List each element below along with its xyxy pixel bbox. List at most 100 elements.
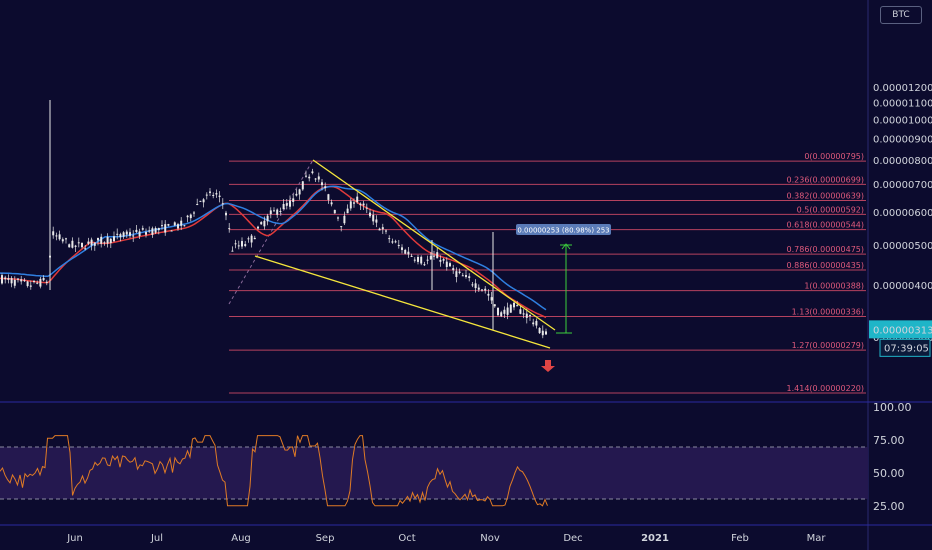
candle-body <box>135 229 138 233</box>
fib-label: 1.13(0.00000336) <box>792 308 864 317</box>
rsi-axis: 100.00 75.00 50.00 25.00 <box>873 401 912 513</box>
candle-body <box>349 201 352 209</box>
time-tick-label: Jun <box>66 533 83 544</box>
candle-body <box>545 331 547 335</box>
time-tick-label: Aug <box>231 533 251 544</box>
candle-body <box>305 175 307 177</box>
candle-body <box>205 194 208 196</box>
candle-body <box>10 278 13 284</box>
candle-body <box>343 215 346 224</box>
last-price-label: 0.00000313 <box>873 325 932 336</box>
fib-label: 0(0.00000795) <box>804 152 864 161</box>
candle-body <box>234 243 237 245</box>
candle-body <box>442 259 445 261</box>
candle-body <box>481 289 483 291</box>
candle-body <box>61 239 64 242</box>
candle-body <box>81 242 83 248</box>
last-price-tag <box>869 320 932 339</box>
rsi-tick-label: 75.00 <box>873 434 905 447</box>
candle-body <box>487 293 490 296</box>
candle-body <box>519 309 522 314</box>
candle-body <box>119 234 122 238</box>
candle-body <box>4 277 7 280</box>
symbol-badge[interactable]: BTC <box>880 6 922 24</box>
candle-body <box>154 227 157 233</box>
price-tick-label: 0.00000500 <box>873 241 932 252</box>
fib-trend-line <box>228 159 314 305</box>
candle-body <box>129 232 131 236</box>
candle-body <box>269 210 272 215</box>
candle-body <box>449 263 451 267</box>
fib-label: 0.618(0.00000544) <box>787 221 865 230</box>
candle-body <box>84 248 87 250</box>
candle-body <box>199 200 202 202</box>
candle-body <box>253 237 256 240</box>
candle-body <box>381 227 384 230</box>
candle-body <box>7 277 10 280</box>
candle-body <box>375 219 378 223</box>
candle-body <box>477 287 480 290</box>
candle-body <box>484 288 487 291</box>
rsi-tick-label: 100.00 <box>873 401 912 414</box>
countdown-tag <box>879 338 931 357</box>
candle-body <box>157 228 160 231</box>
candle-body <box>452 268 455 271</box>
candle-body <box>401 247 403 250</box>
candle-body <box>260 222 263 225</box>
candle-body <box>186 215 189 218</box>
time-tick-label: Dec <box>563 533 582 544</box>
candle-body <box>522 313 525 315</box>
candle-body <box>241 241 243 247</box>
candle-body <box>106 237 109 244</box>
price-tick-label: 0.00001000 <box>873 116 932 127</box>
candle-body <box>497 307 499 316</box>
candle-body <box>394 241 397 243</box>
candle-body <box>433 255 435 257</box>
candle-body <box>445 261 448 267</box>
candle-body <box>97 237 99 241</box>
candle-body <box>471 284 474 286</box>
fib-label: 1.27(0.00000279) <box>792 341 864 350</box>
candle-body <box>410 255 413 257</box>
fib-label: 1.414(0.00000220) <box>787 384 865 393</box>
candle-body <box>93 242 96 246</box>
candle-body <box>90 239 93 246</box>
candle-body <box>314 178 317 180</box>
candle-body <box>321 182 323 186</box>
candle-body <box>116 233 119 235</box>
measure-arrow <box>561 243 571 250</box>
candle-body <box>429 255 432 260</box>
candle-body <box>244 244 247 246</box>
candle-body <box>391 241 394 243</box>
candle-body <box>250 235 253 243</box>
candle-body <box>333 209 336 214</box>
time-axis[interactable]: Jun Jul Aug Sep Oct Nov Dec 2021 Feb Mar <box>66 533 826 544</box>
candle-body <box>100 236 103 244</box>
price-axis[interactable]: 0.00001200 0.00001100 0.00001000 0.00000900… <box>869 83 932 357</box>
candle-body <box>525 313 528 318</box>
candle-body <box>356 196 359 203</box>
candle-body <box>404 249 407 254</box>
fib-label: 1(0.00000388) <box>804 282 864 291</box>
time-tick-label: Nov <box>480 533 500 544</box>
price-tick-label: 0.00000300 <box>873 333 932 344</box>
time-tick-label: Oct <box>398 533 415 544</box>
time-tick-label: Sep <box>316 533 335 544</box>
candle-body <box>455 271 458 277</box>
candle-body <box>317 176 320 180</box>
ma-fast-line <box>0 185 547 311</box>
rsi-path <box>0 435 548 507</box>
candle-body <box>420 256 423 264</box>
candle-body <box>263 220 266 227</box>
price-tick-label: 0.00000600 <box>873 208 932 219</box>
candle-body <box>145 232 147 235</box>
candle-body <box>151 228 154 235</box>
countdown-label: 07:39:05 <box>884 343 929 354</box>
candle-body <box>327 194 330 200</box>
measure-label: 0.00000253 (80.98%) 253 <box>517 227 609 235</box>
candle-body <box>209 191 211 193</box>
price-tick-label: 0.00000400 <box>873 281 932 292</box>
candle-body <box>532 322 535 325</box>
rsi-tick-label: 50.00 <box>873 467 905 480</box>
candle-body <box>141 228 144 230</box>
